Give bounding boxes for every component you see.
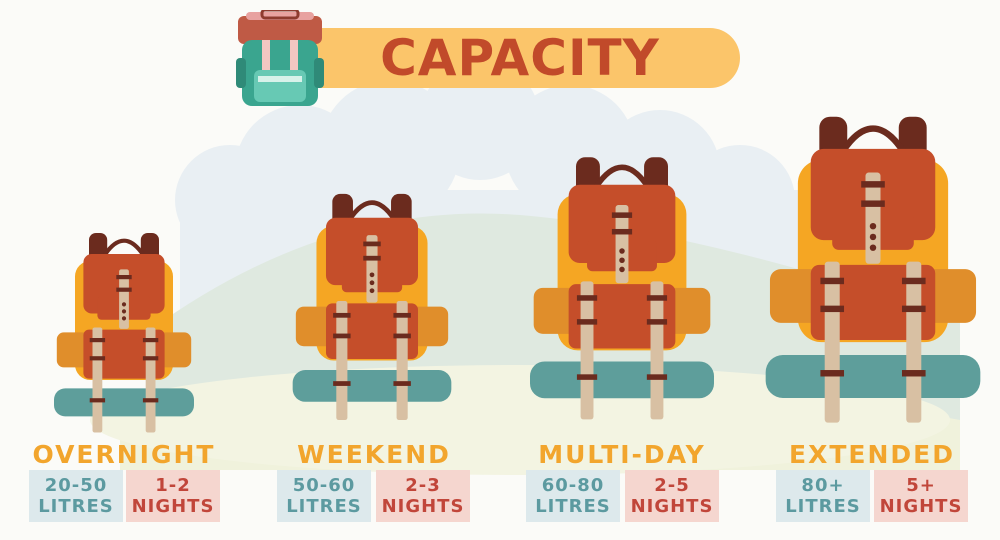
category-label-weekend: WEEKEND: [297, 440, 451, 469]
litres-badge-extended: 80+ LITRES: [776, 470, 870, 522]
litres-value: 50-60: [292, 475, 356, 496]
litres-unit: LITRES: [535, 496, 611, 517]
backpack-weekend-illustration: [292, 193, 452, 421]
nights-badge-weekend: 2-3 NIGHTS: [376, 470, 470, 522]
category-label-multi-day: MULTI-DAY: [538, 440, 706, 469]
backpack-extended-illustration: [765, 116, 981, 423]
litres-value: 60-80: [541, 475, 605, 496]
litres-unit: LITRES: [286, 496, 362, 517]
nights-value: 2-3: [405, 475, 441, 496]
backpack-overnight-illustration: [54, 233, 194, 433]
nights-unit: NIGHTS: [131, 496, 215, 517]
nights-badge-overnight: 1-2 NIGHTS: [126, 470, 220, 522]
nights-badge-multi-day: 2-5 NIGHTS: [625, 470, 719, 522]
nights-unit: NIGHTS: [630, 496, 714, 517]
title-banner: [290, 28, 740, 88]
litres-unit: LITRES: [38, 496, 114, 517]
category-label-overnight: OVERNIGHT: [32, 440, 216, 469]
nights-unit: NIGHTS: [879, 496, 963, 517]
nights-value: 2-5: [654, 475, 690, 496]
litres-value: 80+: [801, 475, 845, 496]
litres-badge-multi-day: 60-80 LITRES: [526, 470, 620, 522]
litres-badge-weekend: 50-60 LITRES: [277, 470, 371, 522]
nights-badge-extended: 5+ NIGHTS: [874, 470, 968, 522]
nights-value: 1-2: [155, 475, 191, 496]
backpack-multi-day-illustration: [530, 157, 714, 420]
nights-unit: NIGHTS: [381, 496, 465, 517]
category-label-extended: EXTENDED: [789, 440, 955, 469]
litres-unit: LITRES: [785, 496, 861, 517]
page-title: CAPACITY: [380, 29, 660, 87]
litres-value: 20-50: [44, 475, 108, 496]
backpack-icon: [236, 10, 324, 106]
nights-value: 5+: [906, 475, 936, 496]
litres-badge-overnight: 20-50 LITRES: [29, 470, 123, 522]
